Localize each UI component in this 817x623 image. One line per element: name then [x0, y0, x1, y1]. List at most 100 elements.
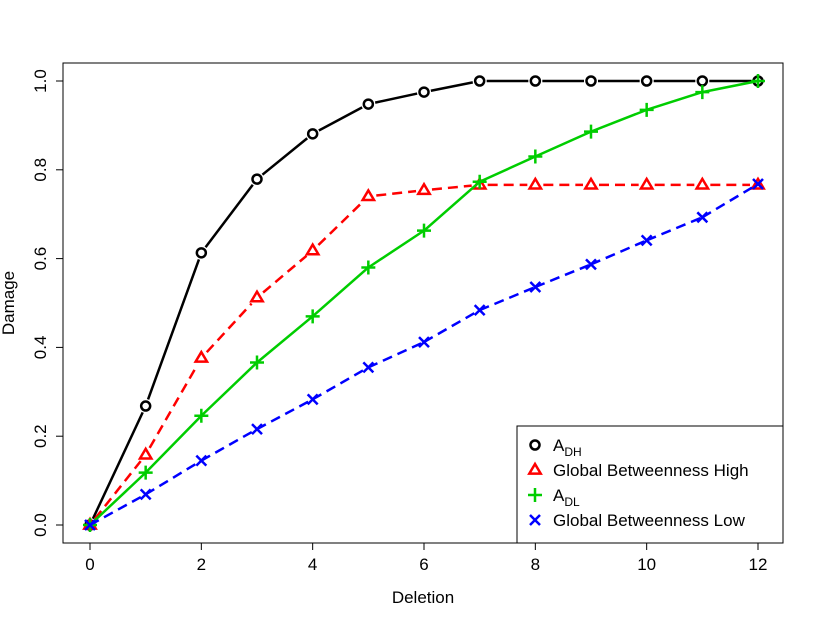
series-line-segment: [479, 155, 536, 183]
legend-marker: [529, 514, 541, 526]
series-layer: [82, 74, 766, 532]
data-point: [696, 75, 709, 87]
series-line-segment: [256, 398, 314, 431]
series-line-segment: [146, 258, 201, 400]
data-point: [527, 176, 544, 190]
series-line-segment: [317, 201, 364, 246]
series-line-segment: [312, 366, 369, 401]
y-tick-label: 0.6: [31, 247, 50, 271]
data-point: [639, 102, 654, 117]
y-axis: 0.0 0.2 0.4 0.6 0.8 1.0: [31, 69, 64, 537]
data-point: [585, 75, 597, 87]
data-point: [362, 361, 375, 374]
series-line-segment: [374, 92, 418, 104]
data-point: [360, 187, 377, 202]
data-point: [638, 176, 655, 190]
legend-marker: [528, 488, 542, 502]
legend-label: Global Betweenness High: [553, 461, 749, 480]
series-line-segment: [376, 189, 417, 197]
data-point: [139, 400, 152, 412]
data-point: [251, 423, 263, 435]
y-tick-label: 0.4: [31, 336, 50, 360]
series-line-segment: [702, 79, 759, 94]
data-point: [362, 98, 375, 110]
data-point: [584, 124, 598, 139]
series-line-segment: [646, 216, 703, 242]
y-axis-label: Damage: [0, 271, 18, 335]
series-3: [84, 178, 764, 531]
series-line-segment: [200, 428, 258, 462]
data-point: [694, 176, 711, 190]
legend-label: Global Betweenness Low: [553, 511, 746, 530]
data-point: [640, 75, 653, 87]
data-point: [194, 408, 209, 423]
data-point: [473, 75, 486, 87]
series-line-segment: [145, 459, 202, 496]
series-line-segment: [91, 411, 144, 520]
data-point: [472, 174, 487, 189]
data-point: [529, 75, 542, 87]
series-line-segment: [262, 254, 308, 294]
x-tick-label: 4: [308, 555, 317, 574]
series-line-segment: [89, 493, 147, 527]
data-point: [193, 349, 210, 363]
series-line-segment: [423, 309, 481, 344]
data-point: [473, 304, 486, 316]
x-axis-label: Deletion: [392, 588, 454, 607]
data-point: [138, 465, 153, 480]
data-point: [250, 355, 264, 370]
series-line-segment: [204, 183, 254, 248]
data-point: [139, 488, 152, 501]
data-point: [361, 260, 376, 275]
series-2: [83, 74, 765, 532]
series-line-segment: [534, 130, 592, 158]
x-tick-label: 6: [419, 555, 428, 574]
data-point: [195, 247, 208, 259]
y-tick-label: 0.8: [31, 158, 50, 182]
series-line-segment: [318, 106, 363, 132]
data-point: [751, 74, 765, 88]
data-point: [585, 258, 597, 271]
x-tick-label: 2: [197, 555, 206, 574]
data-point: [304, 242, 321, 256]
series-line-segment: [367, 229, 425, 269]
series-line-segment: [646, 90, 703, 112]
data-point: [752, 178, 764, 190]
data-point: [528, 149, 543, 164]
y-tick-label: 0.2: [31, 424, 50, 448]
series-0: [84, 75, 764, 531]
x-tick-label: 12: [749, 555, 768, 574]
x-axis: 0 2 4 6 8 10 12: [85, 542, 768, 574]
data-point: [251, 173, 263, 185]
series-line-segment: [431, 184, 472, 191]
series-line-segment: [430, 81, 474, 92]
legend-label-subscript: DH: [564, 445, 581, 459]
series-line-segment: [590, 108, 648, 133]
data-point: [306, 128, 319, 140]
data-point: [418, 336, 430, 348]
y-tick-label: 0.0: [31, 513, 50, 537]
legend-box: [516, 425, 784, 544]
data-point: [696, 211, 709, 224]
data-point: [750, 176, 766, 190]
x-tick-label: 8: [531, 555, 540, 574]
data-point: [695, 85, 710, 100]
data-point: [640, 234, 653, 247]
x-tick-label: 0: [85, 555, 94, 574]
series-line-segment: [423, 180, 481, 232]
x-tick-label: 10: [637, 555, 656, 574]
series-line-segment: [590, 239, 648, 266]
y-tick-label: 1.0: [31, 69, 50, 93]
series-line-segment: [261, 137, 309, 176]
data-point: [249, 289, 265, 303]
series-line-segment: [479, 285, 536, 312]
data-point: [195, 454, 208, 467]
data-point: [306, 393, 319, 406]
series-line-segment: [144, 414, 203, 474]
legend-marker: [529, 439, 541, 451]
data-point: [305, 309, 320, 324]
data-point: [417, 223, 431, 238]
data-point: [137, 446, 154, 460]
